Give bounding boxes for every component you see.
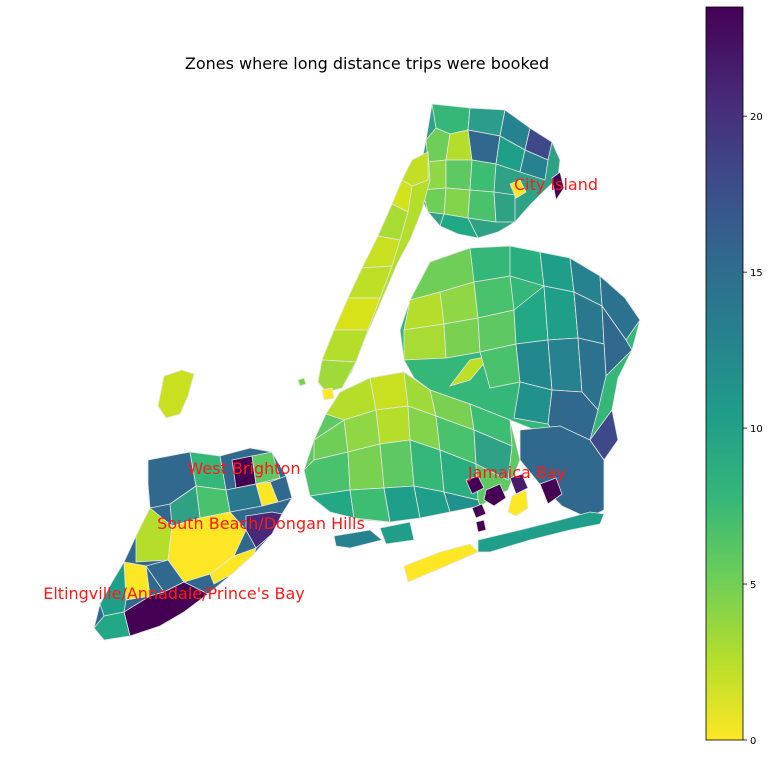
governors-island — [321, 387, 335, 401]
nyc-taxi-zones-map — [93, 103, 641, 641]
colorbar-tick-label: 5 — [750, 580, 756, 591]
chart-title: Zones where long distance trips were boo… — [185, 54, 549, 73]
map-annotations: City Island West Brighton Jamaica Bay So… — [43, 175, 598, 603]
annotation-jamaica-bay: Jamaica Bay — [467, 463, 566, 482]
bronx-region — [419, 103, 565, 239]
brooklyn-region — [303, 371, 521, 549]
rockaway-region — [403, 511, 605, 583]
annotation-west-brighton: West Brighton — [188, 459, 301, 478]
colorbar-gradient — [705, 6, 744, 741]
liberty-island — [297, 377, 307, 387]
annotation-eltingville: Eltingville/Annadale/Prince's Bay — [43, 584, 305, 603]
staten-island-region — [93, 447, 293, 641]
manhattan-region — [317, 151, 431, 393]
colorbar: 0 5 10 15 20 — [705, 6, 763, 747]
jamaica-bay-islands — [465, 473, 563, 533]
annotation-city-island: City Island — [514, 175, 598, 194]
colorbar-tick-label: 15 — [750, 268, 763, 279]
colorbar-tick-label: 0 — [750, 736, 756, 747]
annotation-south-beach: South Beach/Dongan Hills — [157, 514, 365, 533]
queens-region — [399, 245, 641, 519]
colorbar-tick-label: 10 — [750, 424, 763, 435]
colorbar-ticks: 0 5 10 15 20 — [743, 112, 763, 747]
ewr-zone — [157, 369, 195, 419]
colorbar-tick-label: 20 — [750, 112, 763, 123]
